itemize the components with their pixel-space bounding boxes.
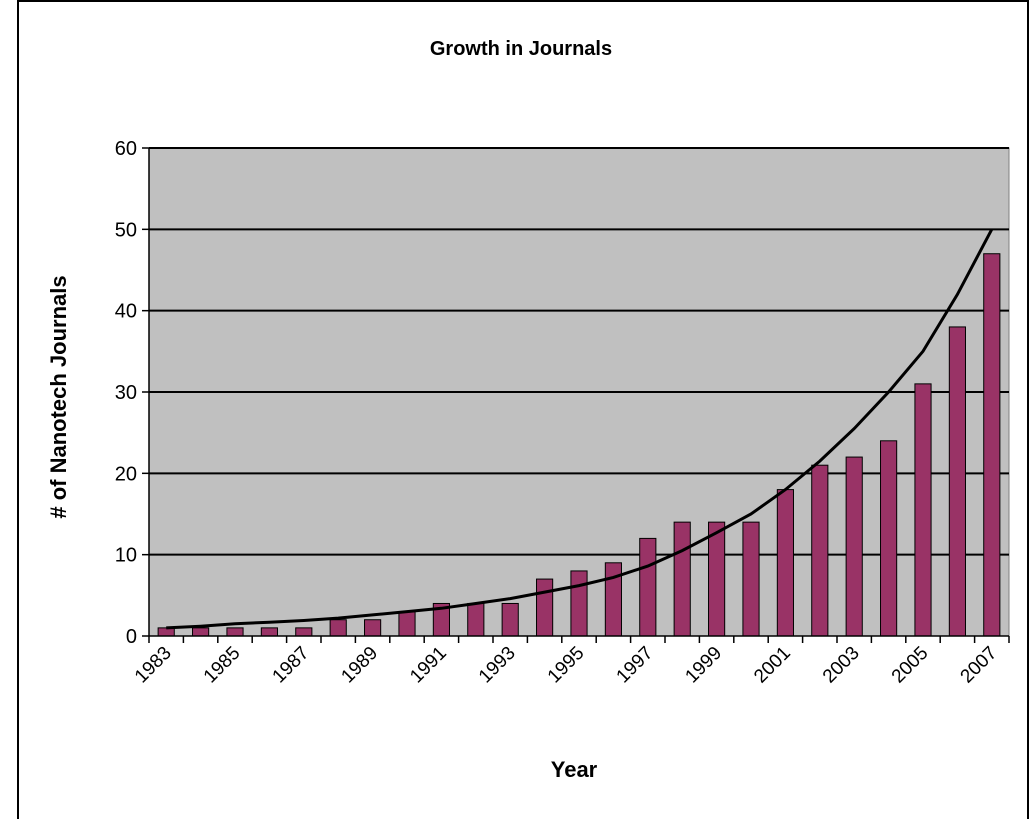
x-tick-label-1989: 1989 <box>337 643 382 688</box>
bar-1989 <box>364 619 382 637</box>
bar-2004 <box>880 440 898 637</box>
x-tick-label-1999: 1999 <box>681 643 726 688</box>
bar-1990 <box>398 611 416 637</box>
bar-1986 <box>260 627 278 637</box>
x-tick-label-2003: 2003 <box>819 643 864 688</box>
bar-1999 <box>708 521 726 637</box>
bar-2006 <box>948 326 966 637</box>
journal-growth-chart: Growth in Journals 0 10 20 30 40 50 60 1983 1985… <box>46 38 1010 782</box>
y-tick-label-0: 0 <box>126 626 137 648</box>
bar-2002 <box>811 464 829 637</box>
bar-2005 <box>914 383 932 637</box>
bar-2000 <box>742 521 760 637</box>
y-tick-label-20: 20 <box>115 463 137 485</box>
bar-1998 <box>673 521 691 637</box>
y-tick-label-30: 30 <box>115 382 137 404</box>
bar-1985 <box>226 627 244 637</box>
chart-title: Growth in Journals <box>430 38 612 60</box>
y-tick-label-10: 10 <box>115 545 137 567</box>
y-tick-label-50: 50 <box>115 219 137 241</box>
y-tick-label-40: 40 <box>115 301 137 323</box>
x-tick-label-2005: 2005 <box>888 643 933 688</box>
bar-1988 <box>329 619 347 637</box>
bar-2007 <box>983 253 1001 637</box>
bar-1984 <box>192 627 210 637</box>
x-tick-label-1997: 1997 <box>613 643 658 688</box>
x-tick-label-1995: 1995 <box>544 643 589 688</box>
x-tick-label-1991: 1991 <box>406 643 451 688</box>
x-tick-label-1983: 1983 <box>131 643 176 688</box>
chart-area: Growth in Journals 0 10 20 30 40 50 60 1983 1985… <box>17 0 1029 819</box>
bar-1994 <box>536 578 554 637</box>
gridlines <box>149 147 1009 556</box>
bars <box>157 253 1001 637</box>
x-tick-label-1987: 1987 <box>269 643 314 688</box>
bar-1997 <box>639 537 657 637</box>
x-tick-label-1993: 1993 <box>475 643 520 688</box>
x-tick-label-2001: 2001 <box>750 643 795 688</box>
bar-1993 <box>501 602 519 637</box>
bar-2001 <box>776 489 794 637</box>
bar-1995 <box>570 570 588 637</box>
x-tick-label-1985: 1985 <box>200 643 245 688</box>
bar-1987 <box>295 627 313 637</box>
bar-1996 <box>604 562 622 637</box>
x-tick-label-2007: 2007 <box>957 643 1002 688</box>
y-axis-label: # of Nanotech Journals <box>46 275 71 518</box>
x-axis-label: Year <box>551 757 598 782</box>
y-tick-label-60: 60 <box>115 138 137 160</box>
bar-1992 <box>467 602 485 637</box>
bar-2003 <box>845 456 863 637</box>
trendline <box>166 228 994 630</box>
